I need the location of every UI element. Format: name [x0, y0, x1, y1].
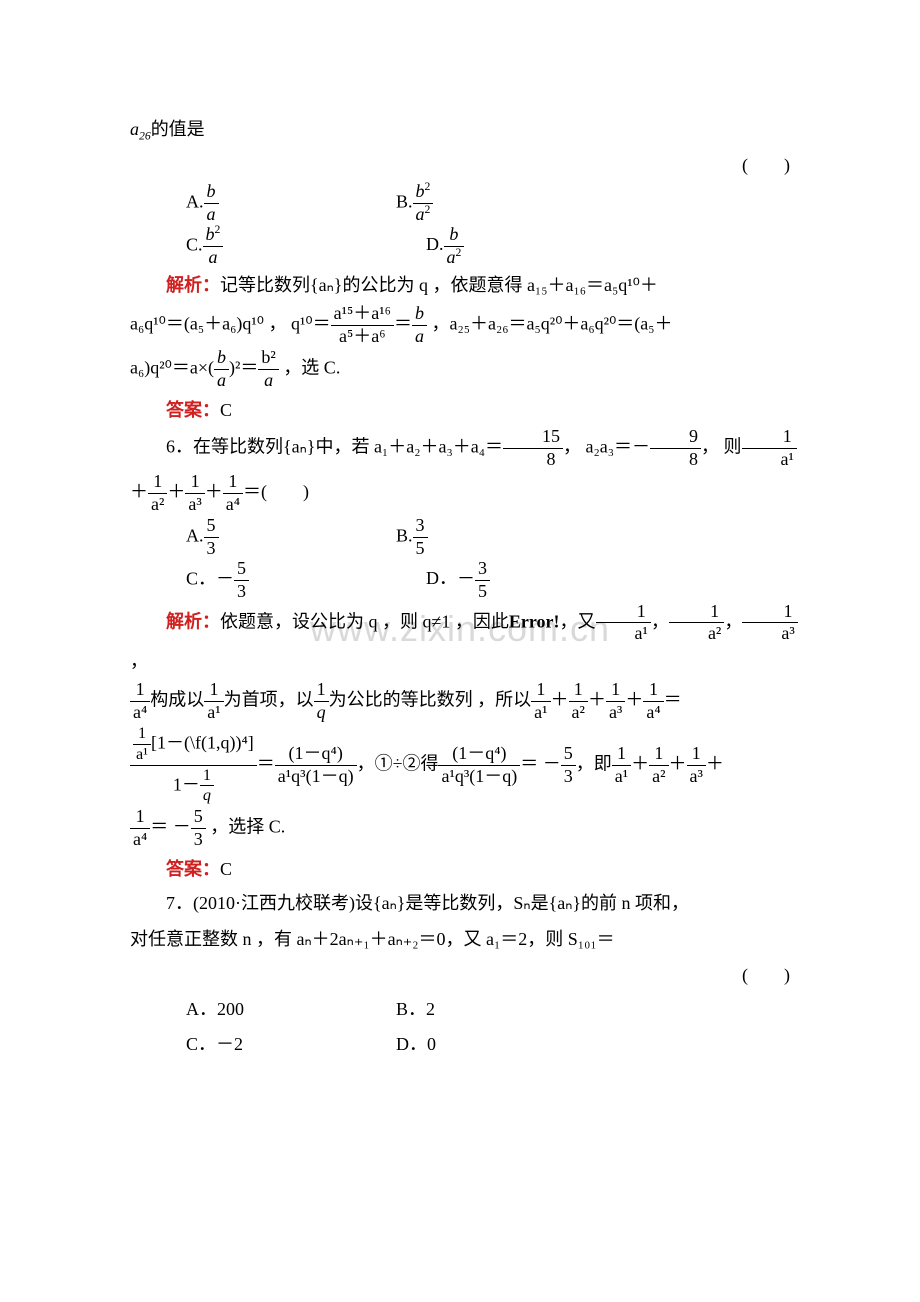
q6-explain-4: 1a⁴＝ －53 ，选择 C.: [130, 807, 800, 850]
q6-stem-1: 6．在等比数列{aₙ}中，若 a₁＋a₂＋a₃＋a₄＝158， a₂a₃＝－98…: [130, 427, 800, 470]
q7-options: A．200 B．2 C．－2 D．0: [186, 992, 800, 1060]
q5-options: A.ba B.b2a2 C.b2a D.ba2: [186, 182, 800, 267]
q6-option-b: B.35: [396, 516, 606, 559]
q7-paren: ( ): [130, 958, 790, 992]
error-text: Error!: [509, 611, 560, 631]
q6-stem-2: ＋1a²＋1a³＋1a⁴＝( ): [130, 472, 800, 515]
page-content: a26的值是 ( ) A.ba B.b2a2 C.b2a D.ba2 解析：记等…: [130, 112, 800, 1061]
q5-stem-text: 的值是: [151, 119, 205, 139]
q7-option-d: D．0: [396, 1027, 606, 1061]
q5-paren: ( ): [130, 148, 790, 182]
q6-answer: 答案：C: [130, 852, 800, 886]
q7-stem-1: 7．(2010·江西九校联考)设{aₙ}是等比数列，Sₙ是{aₙ}的前 n 项和…: [130, 886, 800, 920]
q7-option-c: C．－2: [186, 1027, 396, 1061]
q6-option-d: D．－35: [396, 559, 606, 602]
q6-explain-2: 1a⁴构成以1a¹为首项，以1q为公比的等比数列 ，所以1a¹＋1a²＋1a³＋…: [130, 680, 800, 723]
q6-options: A.53 B.35 C．－53 D．－35: [186, 516, 800, 601]
q5-answer: 答案：C: [130, 393, 800, 427]
q7-option-a: A．200: [186, 992, 396, 1026]
q5-explain-1: 解析：记等比数列{aₙ}的公比为 q ，依题意得 a₁₅＋a₁₆＝a₅q¹⁰＋: [130, 268, 800, 302]
q6-explain-1: 解析：依题意，设公比为 q ，则 q≠1 ，因此Error!，又1a¹，1a²，…: [130, 602, 800, 679]
q5-option-c: C.b2a: [186, 225, 396, 268]
q5-option-d: D.ba2: [396, 225, 606, 268]
q5-explain-2: a₆q¹⁰＝(a₅＋a₆)q¹⁰ ， q¹⁰＝a¹⁵＋a¹⁶a⁵＋a⁶＝ba ，…: [130, 304, 800, 347]
answer-label: 答案：: [166, 859, 220, 879]
a26-var: a26: [130, 119, 151, 139]
explain-label: 解析：: [166, 275, 220, 295]
q5-option-a: A.ba: [186, 182, 396, 225]
q6-option-c: C．－53: [186, 559, 396, 602]
q5-option-b: B.b2a2: [396, 182, 606, 225]
explain-label: 解析：: [166, 611, 220, 631]
q6-explain-3: 1a¹[1－(\f(1,q))⁴] 1－1q ＝(1－q⁴)a¹q³(1－q)，…: [130, 725, 800, 805]
answer-label: 答案：: [166, 400, 220, 420]
q7-option-b: B．2: [396, 992, 606, 1026]
q5-stem-cont: a26的值是: [130, 112, 800, 146]
q7-stem-2: 对任意正整数 n ，有 aₙ＋2aₙ₊₁＋aₙ₊₂＝0，又 a₁＝2，则 S₁₀…: [130, 922, 800, 956]
q6-option-a: A.53: [186, 516, 396, 559]
q5-explain-3: a₆)q²⁰＝a×(ba)²＝b²a ，选 C.: [130, 348, 800, 391]
